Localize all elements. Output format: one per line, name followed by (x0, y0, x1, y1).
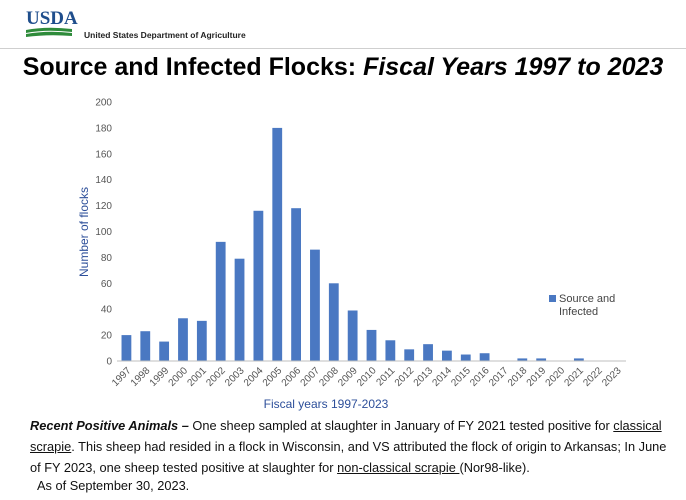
x-axis-label: Fiscal years 1997-2023 (264, 397, 389, 411)
y-tick-label: 140 (95, 175, 112, 186)
x-tick-label: 1999 (148, 365, 172, 389)
x-tick-label: 2016 (468, 365, 492, 389)
x-tick-label: 2001 (185, 365, 209, 389)
x-tick-label: 2013 (412, 365, 436, 389)
bar-2008 (328, 283, 339, 361)
bar-2018 (517, 358, 528, 361)
x-tick-label: 2015 (449, 365, 473, 389)
bar-2004 (253, 210, 264, 361)
x-tick-label: 2002 (204, 365, 228, 389)
bar-2005 (272, 127, 283, 362)
legend-label: Source and Infected (559, 293, 615, 318)
bars (121, 127, 584, 362)
x-tick-label: 2010 (355, 365, 379, 389)
bar-2002 (215, 241, 226, 361)
x-tick-label: 2020 (544, 365, 568, 389)
x-tick-label: 2014 (431, 365, 455, 389)
legend-label-line: Source and (559, 293, 615, 305)
bar-2003 (234, 258, 245, 361)
x-tick-label: 1997 (110, 365, 134, 389)
y-tick-label: 20 (101, 331, 113, 342)
bar-2021 (573, 358, 584, 361)
x-tick-label: 2000 (167, 365, 191, 389)
y-tick-label: 120 (95, 201, 112, 212)
usda-logo: USDA (26, 9, 78, 39)
x-tick-label: 2022 (581, 365, 605, 389)
logo-swoosh-icon (26, 27, 72, 37)
legend-label-line: Infected (559, 306, 598, 318)
bar-2010 (366, 329, 377, 361)
note-lead: Recent Positive Animals – (30, 418, 189, 433)
y-tick-label: 80 (101, 253, 113, 264)
bar-2019 (536, 358, 547, 361)
x-tick-label: 2019 (525, 365, 549, 389)
bar-chart: Number of flocks Fiscal years 1997-2023 … (77, 98, 626, 411)
bar-2015 (460, 354, 471, 361)
note-part2: . This sheep had resided in a flock in W… (30, 439, 667, 475)
x-ticks: 1997199819992000200120022003200420052006… (110, 365, 624, 389)
x-tick-label: 2018 (506, 365, 530, 389)
bar-1998 (140, 331, 151, 361)
x-tick-label: 2008 (317, 365, 341, 389)
bar-2007 (310, 249, 320, 361)
y-tick-label: 0 (106, 357, 112, 368)
x-tick-label: 2023 (600, 365, 624, 389)
x-tick-label: 2003 (223, 365, 247, 389)
title-main: Source and Infected Flocks: (22, 53, 364, 81)
x-tick-label: 2017 (487, 365, 511, 389)
y-tick-label: 40 (101, 305, 113, 316)
bar-2011 (385, 340, 396, 361)
y-tick-label: 200 (95, 98, 112, 109)
x-tick-label: 2021 (562, 365, 586, 389)
title-italic: Fiscal Years 1997 to 2023 (363, 53, 664, 81)
classical-scrapie-link[interactable]: classical scrapie (30, 418, 662, 454)
x-tick-label: 1998 (129, 365, 153, 389)
agency-name: United States Department of Agriculture (84, 30, 246, 40)
x-tick-label: 2011 (374, 365, 397, 388)
x-tick-label: 2006 (280, 365, 304, 389)
as-of-date: As of September 30, 2023. (37, 478, 190, 493)
header-bar: USDA United States Department of Agricul… (0, 0, 686, 49)
x-tick-label: 2007 (299, 365, 323, 389)
bar-2016 (479, 353, 490, 361)
x-tick-label: 2005 (261, 365, 285, 389)
y-tick-label: 180 (95, 123, 112, 134)
note-part1: One sheep sampled at slaughter in Januar… (188, 418, 614, 433)
non-classical-scrapie-link[interactable]: non-classical scrapie (337, 460, 460, 475)
y-tick-label: 60 (101, 279, 113, 290)
bar-2006 (291, 208, 301, 361)
legend-swatch (549, 295, 556, 302)
bar-2014 (442, 350, 452, 361)
bar-2009 (347, 310, 358, 361)
bar-1997 (121, 335, 132, 361)
y-tick-label: 160 (95, 149, 112, 160)
bar-1999 (159, 341, 170, 361)
bar-2001 (196, 320, 207, 361)
x-tick-label: 2012 (393, 365, 417, 389)
note-part3: (Nor98-like). (459, 460, 530, 475)
x-tick-label: 2009 (336, 365, 360, 389)
y-tick-label: 100 (95, 227, 112, 238)
page-title: Source and Infected Flocks: Fiscal Years… (0, 52, 686, 83)
bar-2012 (404, 349, 415, 361)
bar-2013 (423, 344, 433, 361)
x-tick-label: 2004 (242, 365, 266, 389)
y-ticks: 0 20 40 60 80 100 120 140 160 180 200 (95, 98, 112, 368)
y-axis-label: Number of flocks (77, 187, 91, 277)
recent-positive-note: Recent Positive Animals – One sheep samp… (30, 415, 670, 478)
logo-text: USDA (26, 8, 78, 29)
bar-2000 (178, 318, 188, 361)
